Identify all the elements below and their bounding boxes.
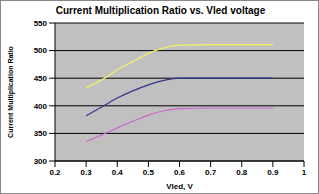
svg-text:0.6: 0.6: [174, 168, 186, 177]
svg-text:550: 550: [34, 19, 48, 28]
svg-text:0.5: 0.5: [143, 168, 155, 177]
svg-text:0.3: 0.3: [81, 168, 93, 177]
svg-text:0.9: 0.9: [267, 168, 279, 177]
svg-text:350: 350: [34, 129, 48, 138]
html-text:Current Multiplication Ratio v: Current Multiplication Ratio vs. Vled vo…: [55, 5, 266, 16]
svg-text:0.4: 0.4: [112, 168, 124, 177]
svg-text:500: 500: [34, 46, 48, 55]
svg-text:300: 300: [34, 157, 48, 166]
svg-text:Current Multiplication Ratio: Current Multiplication Ratio: [8, 46, 15, 138]
svg-text:0.8: 0.8: [236, 168, 248, 177]
svg-text:450: 450: [34, 74, 48, 83]
svg-text:0.2: 0.2: [49, 168, 61, 177]
svg-text:1: 1: [302, 168, 307, 177]
svg-text:400: 400: [34, 102, 48, 111]
svg-text:0.7: 0.7: [205, 168, 217, 177]
svg-text:Vled, V: Vled, V: [166, 182, 193, 191]
